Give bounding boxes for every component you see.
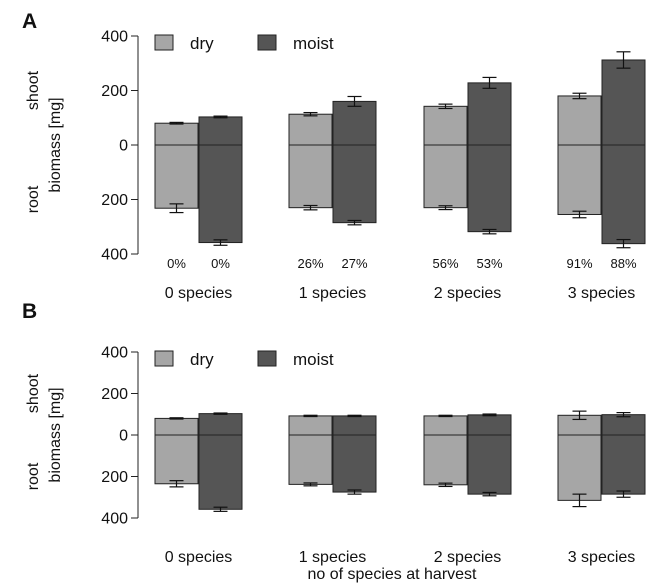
y-tick-label: 400: [101, 345, 128, 362]
legend-label-dry: dry: [190, 34, 214, 53]
percent-annotation: 27%: [341, 256, 367, 271]
category-label: 0 species: [165, 549, 233, 566]
bar-dry-3: [557, 95, 602, 215]
y-axis-title-root: root: [25, 462, 42, 490]
bar-dry-2: [423, 105, 468, 209]
y-tick-label: 0: [119, 138, 128, 155]
bar-moist-0: [198, 116, 243, 244]
y-axis-title-root: root: [25, 185, 42, 213]
legend-swatch-dry: [154, 34, 174, 51]
category-label: 2 species: [434, 549, 502, 566]
percent-annotation: 53%: [476, 256, 502, 271]
bar-dry-0: [154, 122, 199, 209]
y-tick-label: 0: [119, 428, 128, 445]
panel-label: A: [22, 10, 37, 33]
bar-dry-2: [423, 415, 468, 486]
bar-dry-1: [288, 113, 333, 209]
bar-dry-0: [154, 417, 199, 485]
panel-b: B 400 200 0 200 400 root shoot biomass [mg] 0 spe…: [22, 300, 646, 566]
bar-dry-3: [557, 414, 602, 501]
x-axis-title: no of species at harvest: [308, 566, 478, 583]
panel-a: A 400 200 0 200 400 root shoot biomass [mg] 0% 0% 0…: [22, 10, 646, 302]
y-tick-label: 200: [101, 83, 128, 100]
percent-annotation: 26%: [297, 256, 323, 271]
y-tick-label: 400: [101, 511, 128, 528]
bar-moist-2: [467, 82, 512, 233]
y-tick-label: 200: [101, 469, 128, 486]
category-label: 2 species: [434, 285, 502, 302]
y-axis-title-biomass: biomass [mg]: [47, 97, 64, 192]
y-tick-label: 200: [101, 386, 128, 403]
percent-annotation: 91%: [566, 256, 592, 271]
legend-swatch-moist: [257, 34, 277, 51]
y-axis-title-shoot: shoot: [25, 373, 42, 413]
percent-annotation: 0%: [211, 256, 230, 271]
legend-swatch-dry: [154, 350, 174, 367]
category-label: 1 species: [299, 549, 367, 566]
percent-annotation: 56%: [432, 256, 458, 271]
panel-label: B: [22, 300, 37, 323]
chart-panels: A 400 200 0 200 400 root shoot biomass [mg] 0% 0% 0…: [22, 10, 646, 566]
percent-annotation: 0%: [167, 256, 186, 271]
category-label: 3 species: [568, 285, 636, 302]
bar-moist-0: [198, 413, 243, 510]
bar-moist-3: [601, 414, 646, 495]
legend-label-moist: moist: [293, 34, 334, 53]
bar-moist-1: [332, 415, 377, 493]
bar-moist-2: [467, 414, 512, 495]
legend-swatch-moist: [257, 350, 277, 367]
legend-label-moist: moist: [293, 350, 334, 369]
y-tick-label: 400: [101, 247, 128, 264]
bar-moist-3: [601, 59, 646, 245]
legend-label-dry: dry: [190, 350, 214, 369]
bar-dry-1: [288, 415, 333, 485]
percent-annotation: 88%: [610, 256, 636, 271]
y-tick-label: 200: [101, 192, 128, 209]
y-axis-title-biomass: biomass [mg]: [47, 387, 64, 482]
category-label: 0 species: [165, 285, 233, 302]
y-axis-title-shoot: shoot: [25, 70, 42, 110]
y-tick-label: 400: [101, 29, 128, 46]
bar-moist-1: [332, 100, 377, 224]
category-label: 1 species: [299, 285, 367, 302]
category-label: 3 species: [568, 549, 636, 566]
